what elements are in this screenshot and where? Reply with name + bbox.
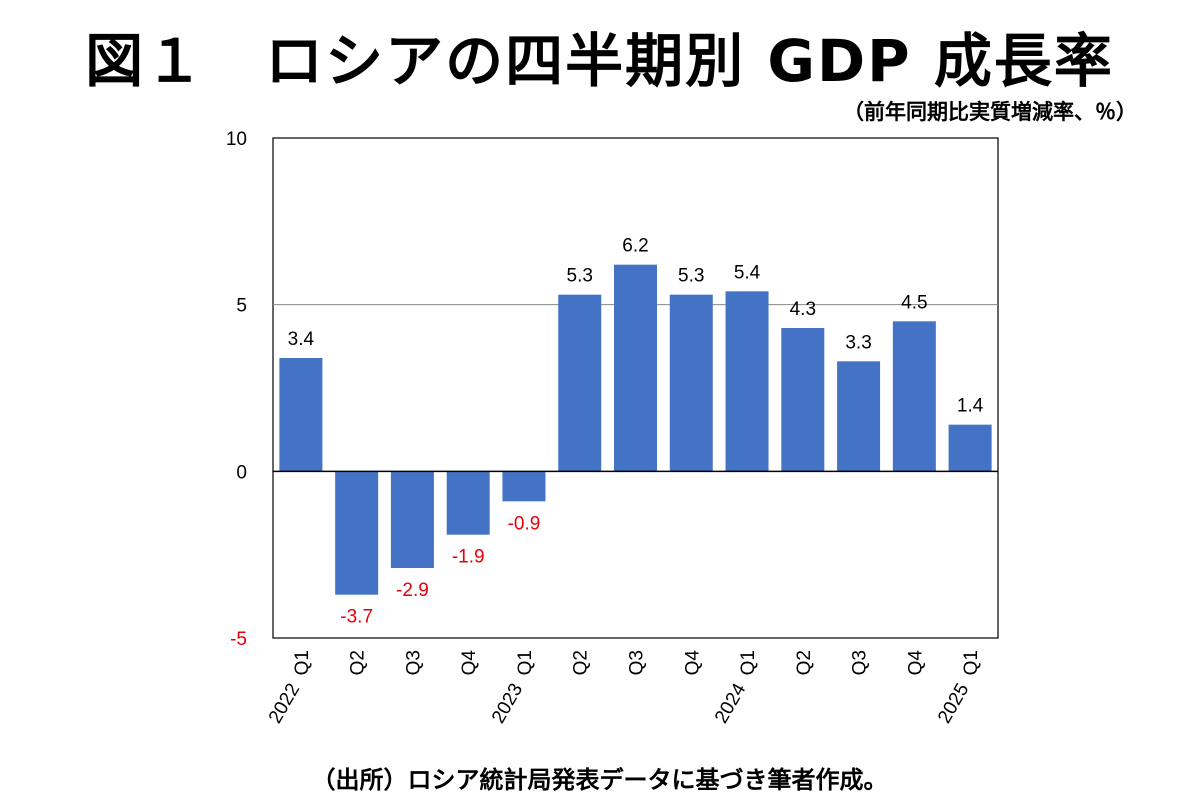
bar — [948, 424, 992, 472]
bar — [390, 471, 434, 568]
bar-value-label: 6.2 — [622, 236, 648, 257]
bar — [446, 471, 490, 535]
x-tick-label: Q3 — [850, 650, 871, 675]
x-tick-label: Q2 — [571, 650, 592, 675]
bar — [669, 294, 713, 472]
y-tick-label: 0 — [236, 462, 247, 483]
bar — [892, 321, 936, 472]
bar-value-label: 5.4 — [734, 262, 761, 283]
bar-value-label: 5.3 — [678, 266, 704, 287]
x-tick-label: Q1 — [738, 650, 759, 675]
plot-frame — [272, 137, 999, 639]
source-note: （出所）ロシア統計局発表データに基づき筆者作成。 — [311, 766, 888, 794]
bar — [279, 358, 323, 472]
bar — [725, 291, 769, 472]
bar — [335, 471, 379, 595]
bar-value-label: -1.9 — [452, 547, 485, 568]
bar-value-label: 1.4 — [957, 396, 984, 417]
year-label: 2025 — [934, 680, 973, 727]
bar-value-label: 4.5 — [901, 292, 927, 313]
bar — [781, 328, 825, 472]
x-tick-label: Q4 — [459, 650, 480, 676]
bar — [558, 294, 602, 472]
bar — [837, 361, 881, 472]
bar — [614, 264, 657, 472]
year-label: 2023 — [488, 680, 527, 727]
bar-value-label: 4.3 — [790, 299, 816, 320]
bar-value-label: -0.9 — [508, 513, 541, 534]
year-label: 2022 — [265, 680, 304, 727]
year-label: 2024 — [711, 680, 751, 727]
x-tick-label: Q4 — [905, 650, 926, 676]
chart-title: 図１ ロシアの四半期別 GDP 成長率 — [85, 27, 1114, 95]
x-tick-label: Q1 — [961, 650, 982, 675]
bar-value-label: 3.3 — [845, 332, 871, 353]
x-tick-label: Q1 — [292, 650, 313, 675]
bar-value-label: -3.7 — [340, 607, 373, 628]
x-tick-label: Q2 — [794, 650, 815, 675]
unit-note: （前年同期比実質増減率、％） — [843, 100, 1137, 124]
bar-value-label: 3.4 — [288, 329, 315, 350]
x-tick-label: Q1 — [515, 650, 536, 675]
bar — [502, 471, 546, 502]
x-tick-label: Q2 — [348, 650, 369, 675]
y-tick-label: 5 — [236, 296, 247, 317]
y-tick-label: -5 — [230, 629, 247, 650]
bar-value-label: 5.3 — [567, 266, 593, 287]
y-tick-label: 10 — [226, 129, 247, 150]
bar-value-label: -2.9 — [396, 580, 429, 601]
x-tick-label: Q3 — [403, 650, 424, 675]
x-tick-label: Q4 — [682, 650, 703, 676]
x-tick-label: Q3 — [627, 650, 648, 675]
